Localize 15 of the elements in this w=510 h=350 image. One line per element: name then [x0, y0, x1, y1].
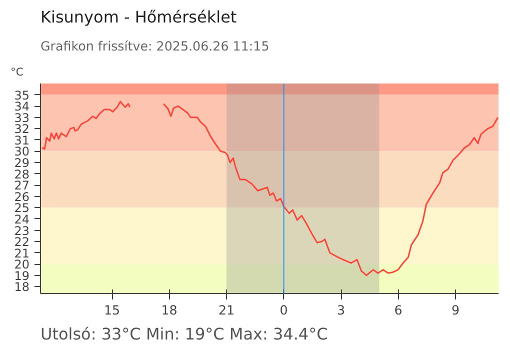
- x-tick-label: 15: [104, 302, 120, 318]
- chart-title: Kisunyom - Hőmérséklet: [40, 8, 237, 26]
- x-tick-label: 9: [452, 302, 460, 318]
- y-tick-label: 18: [14, 280, 30, 294]
- x-tick-label: 6: [394, 302, 402, 318]
- y-tick-label: 30: [14, 144, 30, 159]
- y-axis-title: °C: [10, 66, 24, 78]
- y-tick-label: 23: [14, 224, 30, 238]
- x-tick-label: 0: [280, 302, 288, 318]
- chart-subtitle: Grafikon frissítve: 2025.06.26 11:15: [40, 38, 270, 54]
- x-tick-label: 21: [218, 302, 235, 318]
- text: Utolsó: 33°C Min: 19°C Max: 34.4°C: [40, 324, 328, 344]
- y-tick-label: 35: [14, 88, 30, 102]
- x-tick-label: 3: [337, 302, 346, 318]
- x-tick-label: 18: [161, 302, 178, 318]
